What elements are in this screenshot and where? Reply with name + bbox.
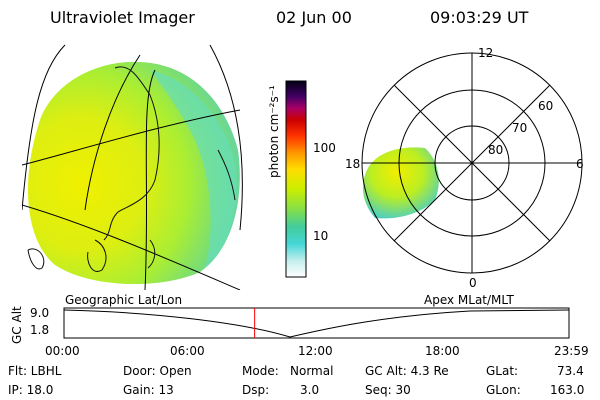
status-gain: Gain: 13 — [123, 383, 174, 397]
polar-label-70: 70 — [512, 121, 528, 135]
timeline-ytick-9: 9.0 — [30, 306, 50, 320]
status-mode-value: Normal — [290, 364, 334, 378]
polar-label-6: 6 — [576, 157, 584, 171]
observation-time: 09:03:29 UT — [430, 8, 529, 27]
projection-left-label: Geographic Lat/Lon — [65, 293, 183, 307]
status-dsp-value: 3.0 — [300, 383, 320, 397]
status-seq: Seq: 30 — [365, 383, 411, 397]
timeline-xtick-0000: 00:00 — [45, 344, 80, 358]
timeline-xtick-1200: 12:00 — [298, 344, 333, 358]
status-filter: Flt: LBHL — [8, 364, 62, 378]
status-dsp-label: Dsp: — [242, 383, 270, 397]
polar-label-18: 18 — [345, 157, 361, 171]
timeline-xtick-2359: 23:59 — [554, 344, 589, 358]
status-glat-value: 73.4 — [557, 364, 584, 378]
timeline-ylabel: GC Alt — [10, 306, 24, 344]
status-glon-value: 163.0 — [550, 383, 585, 397]
observation-date: 02 Jun 00 — [276, 8, 352, 27]
polar-plot — [361, 52, 583, 274]
status-glat-label: GLat: — [486, 364, 519, 378]
colorbar-unit-label: photon cm⁻²s⁻¹ — [267, 85, 281, 178]
polar-label-60: 60 — [538, 99, 554, 113]
color-scale-bar — [285, 80, 307, 278]
status-ip: IP: 18.0 — [8, 383, 54, 397]
colorbar-tick-10: 10 — [313, 229, 329, 243]
timeline-ytick-1-8: 1.8 — [30, 323, 50, 337]
instrument-title: Ultraviolet Imager — [50, 8, 195, 27]
polar-label-0: 0 — [469, 276, 477, 290]
timeline-xtick-1800: 18:00 — [425, 344, 460, 358]
status-gc-alt: GC Alt: 4.3 Re — [365, 364, 449, 378]
status-glon-label: GLon: — [486, 383, 521, 397]
status-door: Door: Open — [123, 364, 192, 378]
status-mode-label: Mode: — [242, 364, 279, 378]
projection-right-label: Apex MLat/MLT — [424, 293, 514, 307]
timeline-xtick-0600: 06:00 — [170, 344, 205, 358]
polar-label-80: 80 — [488, 143, 504, 157]
polar-label-12: 12 — [478, 46, 494, 60]
colorbar-tick-100: 100 — [313, 141, 336, 155]
altitude-timeline — [63, 307, 570, 339]
